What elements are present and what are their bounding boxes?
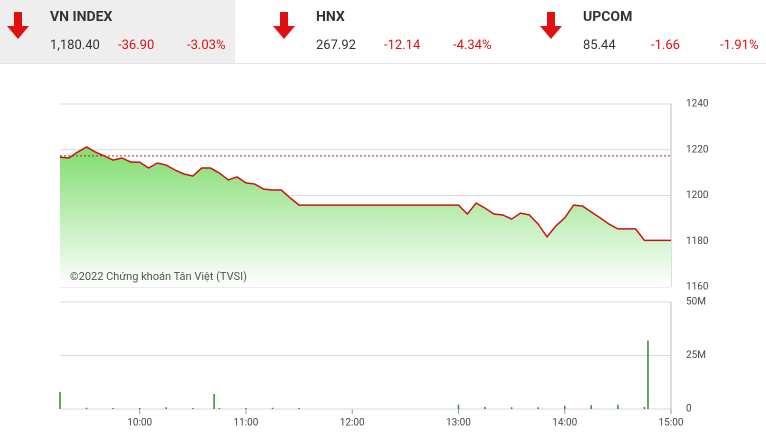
volume-bar	[165, 407, 168, 409]
divider	[0, 63, 766, 64]
volume-bar	[138, 407, 141, 409]
volume-bar	[537, 407, 539, 409]
price: 1,180.40	[50, 38, 100, 53]
volume-bar	[590, 405, 593, 409]
volume-bar	[617, 404, 619, 409]
down-arrow	[7, 12, 29, 39]
volume-bar	[484, 406, 486, 409]
volume-bar	[218, 407, 221, 409]
volume-bar	[643, 406, 646, 409]
area	[60, 147, 671, 287]
copyright: ©2022 Chứng khoán Tân Việt (TVSI)	[70, 270, 247, 283]
change: -36.90	[118, 38, 155, 53]
y-tick-label: 50M	[686, 297, 706, 308]
ticker[interactable]: UPCOM 85.44 -1.66 -1.91%	[533, 0, 766, 63]
index-name: UPCOM	[583, 9, 633, 25]
index-name: VN INDEX	[50, 9, 113, 25]
x-tick-label: 10:00	[127, 418, 152, 429]
x-tick-label: 14:00	[552, 418, 577, 429]
x-tick-label: 13:00	[446, 418, 471, 429]
volume-bar	[298, 407, 300, 409]
x-tick-label: 15:00	[659, 418, 684, 429]
volume-bar	[563, 405, 566, 409]
volume-bar	[192, 407, 194, 409]
change: -12.14	[384, 38, 421, 53]
y-tick-label: 1200	[686, 190, 709, 201]
price-line	[59, 146, 671, 242]
y-tick-label: 0	[686, 404, 692, 415]
ticker[interactable]: VN INDEX 1,180.40 -36.90 -3.03%	[0, 0, 235, 63]
price: 85.44	[583, 38, 616, 53]
index-name: HNX	[316, 9, 345, 25]
x-tick-label: 12:00	[340, 418, 365, 429]
percent: -1.91%	[720, 38, 759, 53]
volume-bar	[85, 407, 88, 409]
y-tick-label: 1220	[686, 144, 709, 155]
down-arrow	[540, 12, 562, 39]
volume-bar	[112, 407, 114, 409]
ticker[interactable]: HNX 267.92 -12.14 -4.34%	[266, 0, 506, 63]
volume-bar	[510, 407, 513, 409]
volume-bar	[271, 407, 274, 409]
y-tick-label: 25M	[686, 350, 706, 361]
down-arrow	[273, 12, 295, 39]
x-tick-label: 11:00	[234, 418, 259, 429]
volume-bar	[647, 340, 649, 409]
percent: -3.03%	[187, 38, 226, 53]
volume-bar	[245, 407, 247, 409]
percent: -4.34%	[453, 38, 492, 53]
y-tick-label: 1160	[686, 282, 709, 293]
volume-bar	[213, 394, 215, 409]
volume-bar	[59, 391, 61, 409]
y-tick-label: 1180	[686, 236, 709, 247]
y-tick-label: 1240	[686, 99, 709, 110]
volume-bar	[457, 404, 460, 409]
price: 267.92	[316, 38, 356, 53]
change: -1.66	[651, 38, 680, 53]
